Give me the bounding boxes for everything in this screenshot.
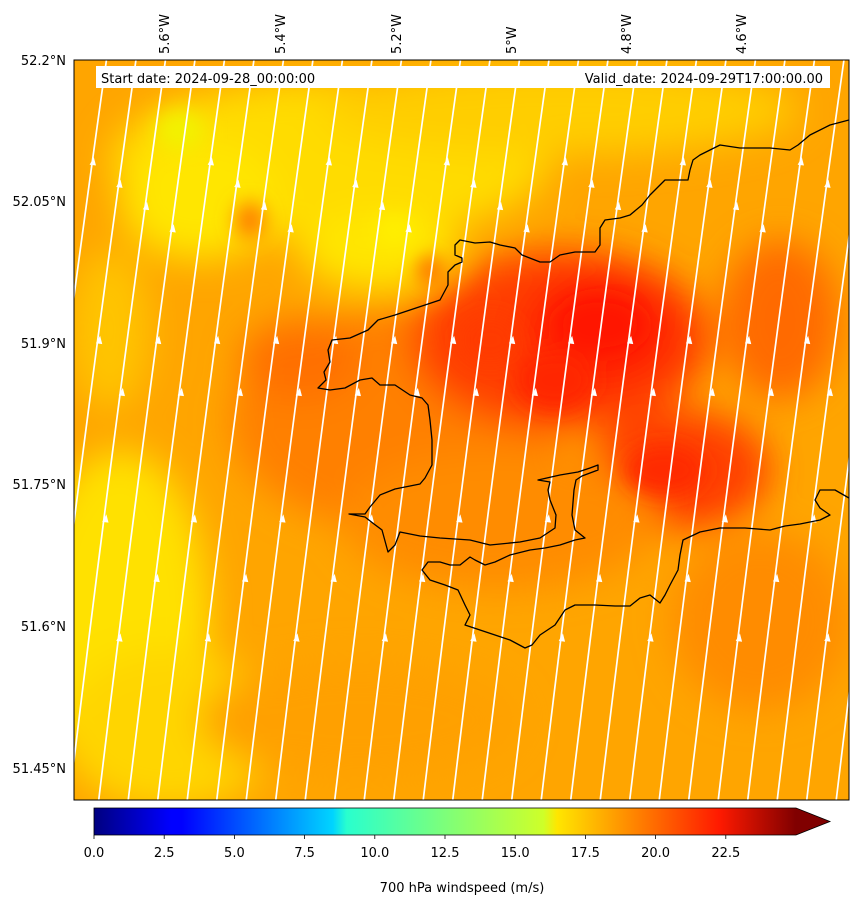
colorbar-gradient: [94, 808, 796, 835]
colorbar-tick-label: 10.0: [360, 846, 389, 861]
lat-tick-label: 52.2°N: [21, 54, 66, 69]
colorbar-tick-label: 22.5: [711, 846, 740, 861]
arrow-up-icon: [851, 201, 858, 210]
colorbar-tick-label: 7.5: [294, 846, 315, 861]
latitude-ticks: 52.2°N 52.05°N 51.9°N 51.75°N 51.6°N 51.…: [13, 54, 66, 777]
valid-date-label: Valid_date: 2024-09-29T17:00:00.00: [585, 72, 823, 87]
longitude-ticks: 5.6°W 5.4°W 5.2°W 5°W 4.8°W 4.6°W: [158, 14, 750, 54]
lon-tick-label: 4.6°W: [735, 14, 750, 54]
colorbar-tick-label: 0.0: [84, 846, 105, 861]
start-date-label: Start date: 2024-09-28_00:00:00: [101, 72, 315, 87]
colorbar: 0.0 2.5 5.0 7.5 10.0 12.5 15.0 17.5 20.0 22.5 700…: [84, 808, 830, 896]
lon-tick-label: 4.8°W: [620, 14, 635, 54]
lon-tick-label: 5.6°W: [158, 14, 173, 54]
lat-tick-label: 51.6°N: [21, 620, 66, 635]
colorbar-tick-label: 12.5: [431, 846, 460, 861]
colorbar-tick-label: 15.0: [501, 846, 530, 861]
colorbar-tick-label: 2.5: [154, 846, 175, 861]
lon-tick-label: 5.4°W: [274, 14, 289, 54]
lon-tick-label: 5°W: [505, 26, 520, 54]
lat-tick-label: 51.9°N: [21, 337, 66, 352]
lat-tick-label: 52.05°N: [13, 195, 66, 210]
arrow-up-icon: [65, 573, 72, 582]
colorbar-tick-label: 17.5: [571, 846, 600, 861]
colorbar-extend-arrow: [796, 808, 830, 835]
lat-tick-label: 51.45°N: [13, 762, 66, 777]
lon-tick-label: 5.2°W: [390, 14, 405, 54]
lat-tick-label: 51.75°N: [13, 478, 66, 493]
colorbar-label: 700 hPa windspeed (m/s): [380, 881, 545, 896]
arrow-up-icon: [60, 387, 67, 396]
colorbar-ticks: 0.0 2.5 5.0 7.5 10.0 12.5 15.0 17.5 20.0 22.5: [84, 835, 741, 861]
colorbar-tick-label: 20.0: [641, 846, 670, 861]
colorbar-tick-label: 5.0: [224, 846, 245, 861]
